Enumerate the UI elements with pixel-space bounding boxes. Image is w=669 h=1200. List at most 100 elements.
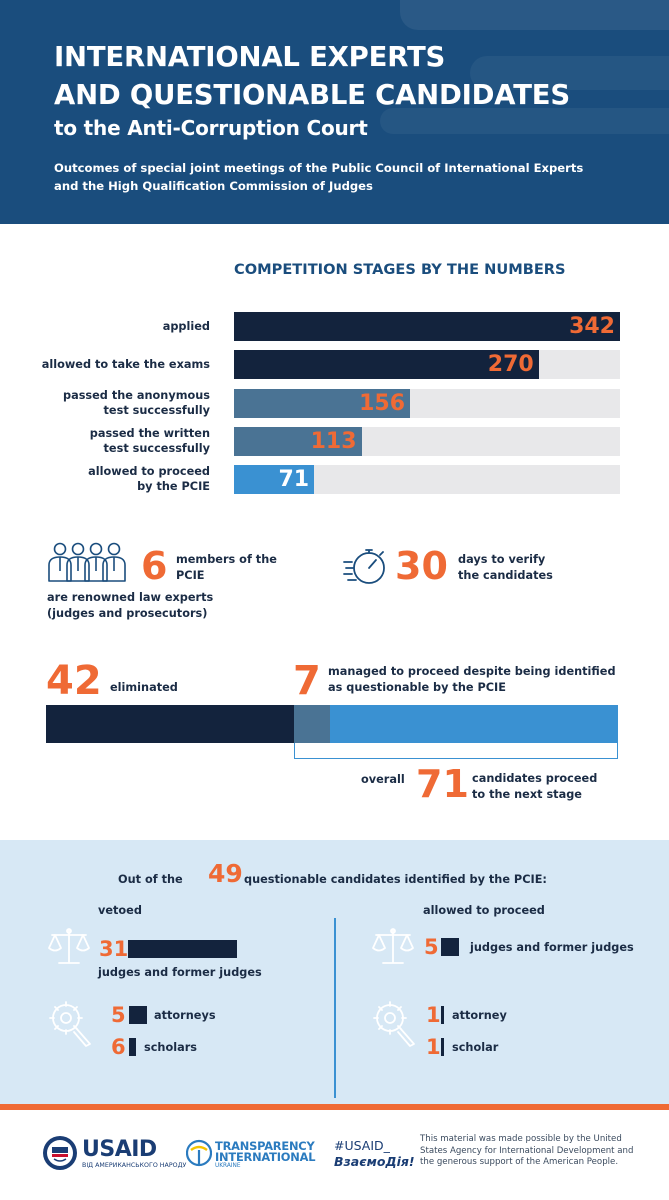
stages-heading: COMPETITION STAGES BY THE NUMBERS <box>234 261 566 278</box>
pcie-text-line-3: are renowned law experts <box>47 591 214 604</box>
usaid-seal-icon <box>43 1136 77 1170</box>
page-subtitle: to the Anti-Corruption Court <box>54 116 368 140</box>
questionable-intro: Out of the <box>118 872 183 888</box>
overall-text-line-2: to the next stage <box>472 787 582 801</box>
pcie-text-line-1: members of the <box>176 553 277 566</box>
disclaimer-text: This material was made possible by the U… <box>420 1134 633 1169</box>
verify-text-line-1: days to verify <box>458 553 546 566</box>
allowed-judges-count: 5 <box>424 935 439 959</box>
stage-label-line-2: test successfully <box>103 442 210 455</box>
header-decoration <box>380 108 669 134</box>
people-group-icon <box>48 542 126 582</box>
ti-line-1: TRANSPARENCY <box>215 1139 315 1153</box>
vetoed-scholars-count: 6 <box>111 1035 126 1059</box>
overall-bracket <box>294 743 618 759</box>
description-line-1: Outcomes of special joint meetings of th… <box>54 161 584 175</box>
verify-days-text: days to verify the candidates <box>458 552 553 583</box>
stage-track: 270 <box>234 350 620 379</box>
hashtag-line-2: ВзаємоДія! <box>334 1154 415 1169</box>
stage-label: allowed to take the exams <box>10 357 210 372</box>
questionable-bar <box>294 705 330 743</box>
stage-value: 71 <box>278 467 310 492</box>
allowed-scholars-count: 1 <box>426 1035 441 1059</box>
stage-label: passed the written test successfully <box>10 426 210 456</box>
questionable-total: 49 <box>208 859 243 888</box>
intro-before: Out of the <box>118 873 183 886</box>
pcie-text-line-4: (judges and prosecutors) <box>47 606 208 620</box>
vetoed-heading: vetoed <box>98 904 142 917</box>
hashtag-line-1: #USAID_ <box>334 1138 390 1153</box>
stage-value: 156 <box>359 391 406 416</box>
stage-row: allowed to take the exams 270 <box>0 350 669 380</box>
verify-days-count: 30 <box>395 544 448 588</box>
eliminated-bar <box>46 705 294 743</box>
pcie-experts-text: are renowned law experts (judges and pro… <box>47 590 213 621</box>
header-banner: INTERNATIONAL EXPERTS AND QUESTIONABLE C… <box>0 0 669 224</box>
vetoed-scholars-bar <box>129 1038 136 1056</box>
page-title: INTERNATIONAL EXPERTS AND QUESTIONABLE C… <box>54 38 654 114</box>
overall-count: 71 <box>416 762 469 806</box>
stage-row: allowed to proceed by the PCIE 71 <box>0 465 669 495</box>
vetoed-attorneys-label: attorneys <box>154 1009 216 1022</box>
magnifier-gear-icon <box>49 1001 91 1047</box>
usaid-logo-text: USAID <box>82 1137 157 1162</box>
disclaimer-line-3: the generous support of the American Peo… <box>420 1157 619 1167</box>
disclaimer-line-1: This material was made possible by the U… <box>420 1134 622 1144</box>
stage-row: applied 342 <box>0 312 669 342</box>
allowed-attorneys-count: 1 <box>426 1003 441 1027</box>
stage-row: passed the written test successfully 113 <box>0 427 669 457</box>
scales-icon <box>372 928 414 964</box>
overall-label: overall <box>361 773 405 786</box>
stage-bar: 342 <box>234 312 620 341</box>
allowed-scholars-bar <box>441 1038 444 1056</box>
stopwatch-icon <box>343 549 385 584</box>
overall-text-line-1: candidates proceed <box>472 772 598 785</box>
vetoed-judges-bar <box>128 940 237 958</box>
stage-label-line-1: passed the written <box>89 427 210 440</box>
questionable-proceed-text: managed to proceed despite being identif… <box>328 664 616 695</box>
stage-track: 342 <box>234 312 620 341</box>
stage-value: 270 <box>487 352 534 377</box>
pcie-members-count: 6 <box>141 544 168 588</box>
scales-icon <box>48 928 90 964</box>
stage-bar: 113 <box>234 427 362 456</box>
vetoed-attorneys-bar <box>129 1006 147 1024</box>
pcie-members-text: members of the PCIE <box>176 552 277 583</box>
ti-logo-text: TRANSPARENCY INTERNATIONAL <box>215 1139 316 1164</box>
questionable-text-line-1: managed to proceed despite being identif… <box>328 665 616 678</box>
stage-row: passed the anonymous test successfully 156 <box>0 389 669 419</box>
ti-logo-icon <box>186 1139 212 1167</box>
stage-label: allowed to proceed by the PCIE <box>10 464 210 494</box>
stage-label-line-1: allowed to take the exams <box>41 358 210 371</box>
questionable-text-line-2: as questionable by the PCIE <box>328 680 506 694</box>
title-line-1: INTERNATIONAL EXPERTS <box>54 41 446 73</box>
ti-line-2: INTERNATIONAL <box>215 1150 316 1164</box>
stage-label-line-1: passed the anonymous <box>62 389 210 402</box>
stage-label: applied <box>10 319 210 334</box>
stage-label-line-1: applied <box>162 320 210 333</box>
usaid-tagline: ВІД АМЕРИКАНСЬКОГО НАРОДУ <box>82 1162 187 1169</box>
stage-value: 342 <box>569 314 615 339</box>
allowed-judges-label: judges and former judges <box>470 941 634 954</box>
vetoed-judges-label: judges and former judges <box>98 966 262 979</box>
stage-bar: 156 <box>234 389 411 418</box>
page-description: Outcomes of special joint meetings of th… <box>54 159 614 195</box>
verify-text-line-2: the candidates <box>458 568 553 582</box>
header-decoration <box>470 56 669 90</box>
ti-line-3: UKRAINE <box>215 1163 241 1169</box>
stage-track: 156 <box>234 389 620 418</box>
column-divider <box>334 918 336 1098</box>
stage-track: 71 <box>234 465 620 494</box>
orange-rule <box>0 1104 669 1110</box>
stage-label-line-1: allowed to proceed <box>88 465 210 478</box>
stage-label-line-2: by the PCIE <box>137 480 210 493</box>
stage-label: passed the anonymous test successfully <box>10 388 210 418</box>
stage-value: 113 <box>310 429 357 454</box>
vetoed-judges-count: 31 <box>99 937 129 961</box>
eliminated-count: 42 <box>46 658 102 704</box>
stage-label-line-2: test successfully <box>103 404 210 417</box>
disclaimer-line-2: States Agency for International Developm… <box>420 1145 634 1156</box>
magnifier-gear-icon <box>373 1001 415 1047</box>
allowed-heading: allowed to proceed <box>423 904 545 917</box>
stage-bar: 71 <box>234 465 315 494</box>
